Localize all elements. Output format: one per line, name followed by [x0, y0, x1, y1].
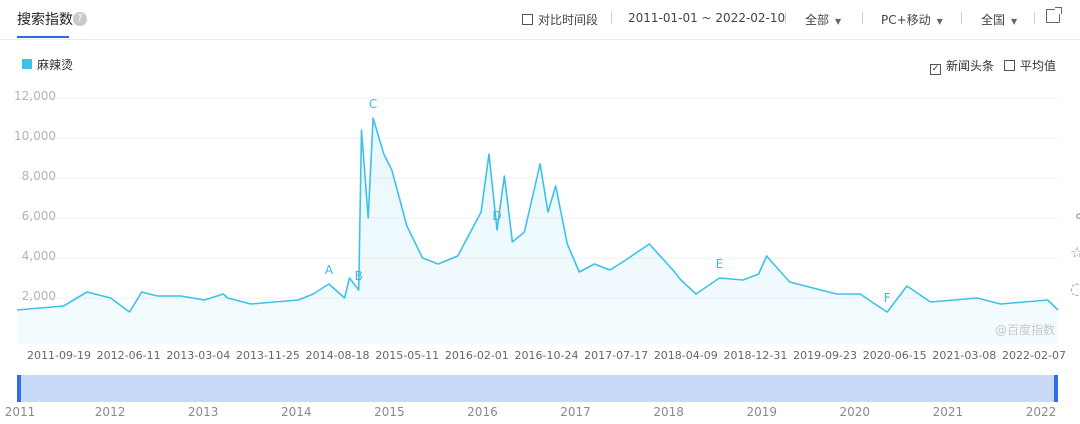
watermark: @百度指数: [995, 323, 1056, 337]
x-tick-label: 2020-06-15: [862, 349, 927, 362]
caret-down-icon: ▼: [936, 17, 943, 26]
news-checkbox[interactable]: ✓: [930, 64, 941, 75]
source-select-value: 全部: [805, 13, 830, 27]
news-toggle[interactable]: ✓ 新闻头条: [930, 57, 994, 75]
x-tick-label: 2012-06-11: [96, 349, 161, 362]
news-annotation-e[interactable]: E: [716, 257, 724, 271]
page-title: 搜索指数: [17, 12, 73, 28]
series-line[interactable]: [16, 117, 1059, 313]
y-tick-label: 8,000: [21, 169, 56, 183]
news-annotation-f[interactable]: F: [884, 291, 891, 305]
x-tick-label: 2022-02-07: [1002, 349, 1066, 362]
source-select[interactable]: 全部 ▼: [805, 11, 841, 28]
x-tick-label: 2014-08-18: [305, 349, 370, 362]
brush-year-label: 2019: [746, 405, 777, 419]
x-tick-label: 2013-03-04: [166, 349, 231, 362]
x-tick-label: 2015-05-11: [375, 349, 440, 362]
y-tick-label: 10,000: [14, 129, 56, 143]
caret-down-icon: ▼: [1011, 17, 1018, 26]
brush-year-label: 2011: [4, 405, 36, 419]
y-tick-label: 4,000: [21, 249, 56, 263]
news-label: 新闻头条: [946, 59, 995, 73]
y-tick-label: 6,000: [21, 209, 56, 223]
news-annotation-d[interactable]: D: [492, 209, 501, 223]
header-divider: [0, 39, 1080, 40]
x-tick-label: 2021-03-08: [932, 349, 997, 362]
brush-year-label: 2022: [1025, 405, 1057, 419]
brush-year-label: 2015: [374, 405, 405, 419]
brush-handle-left[interactable]: [17, 375, 21, 402]
brush-handle-right[interactable]: [1054, 375, 1058, 402]
x-tick-label: 2018-04-09: [653, 349, 718, 362]
date-range-picker[interactable]: 2011-01-01 ~ 2022-02-10: [628, 11, 786, 25]
x-tick-label: 2016-02-01: [444, 349, 509, 362]
legend-swatch: [22, 59, 32, 69]
compare-toggle[interactable]: 对比时间段: [522, 11, 598, 28]
average-label: 平均值: [1020, 59, 1057, 73]
x-tick-label: 2013-11-25: [235, 349, 300, 362]
region-select[interactable]: 全国 ▼: [981, 11, 1017, 28]
brush-year-label: 2012: [94, 405, 126, 419]
bookmark-icon[interactable]: ☆: [1070, 243, 1080, 262]
y-tick-label: 2,000: [21, 289, 56, 303]
x-tick-label: 2016-10-24: [514, 349, 579, 362]
info-icon[interactable]: ◌: [1070, 279, 1080, 298]
help-icon[interactable]: ?: [73, 12, 87, 26]
external-link-icon[interactable]: [1046, 7, 1062, 23]
news-annotation-a[interactable]: A: [325, 263, 334, 277]
divider: [961, 12, 962, 24]
compare-label: 对比时间段: [538, 13, 599, 27]
brush-year-label: 2020: [839, 405, 871, 419]
region-select-value: 全国: [981, 13, 1006, 27]
news-annotation-b[interactable]: B: [355, 269, 363, 283]
brush-year-label: 2013: [187, 405, 219, 419]
title-underline: [17, 36, 69, 38]
compare-checkbox[interactable]: [522, 14, 533, 25]
divider: [1034, 12, 1035, 24]
x-tick-label: 2018-12-31: [723, 349, 788, 362]
divider: [611, 12, 612, 24]
x-tick-label: 2017-07-17: [584, 349, 649, 362]
divider: [862, 12, 863, 24]
device-select[interactable]: PC+移动 ▼: [881, 11, 943, 28]
range-brush[interactable]: [17, 375, 1058, 402]
device-select-value: PC+移动: [881, 13, 931, 27]
brush-year-label: 2017: [560, 405, 591, 419]
brush-year-label: 2016: [467, 405, 498, 419]
brush-year-label: 2018: [653, 405, 684, 419]
news-annotation-c[interactable]: C: [369, 97, 377, 111]
x-tick-label: 2011-09-19: [27, 349, 91, 362]
divider: [785, 12, 786, 24]
legend-label: 麻辣烫: [37, 58, 74, 72]
brush-year-label: 2014: [280, 405, 312, 419]
x-tick-label: 2019-09-23: [793, 349, 858, 362]
series-area: [17, 118, 1058, 344]
caret-down-icon: ▼: [835, 17, 842, 26]
average-checkbox[interactable]: [1004, 60, 1015, 71]
share-icon[interactable]: ⚬: [1072, 207, 1080, 226]
brush-year-label: 2021: [932, 405, 964, 419]
average-toggle[interactable]: 平均值: [1004, 57, 1056, 74]
y-tick-label: 12,000: [14, 89, 56, 103]
